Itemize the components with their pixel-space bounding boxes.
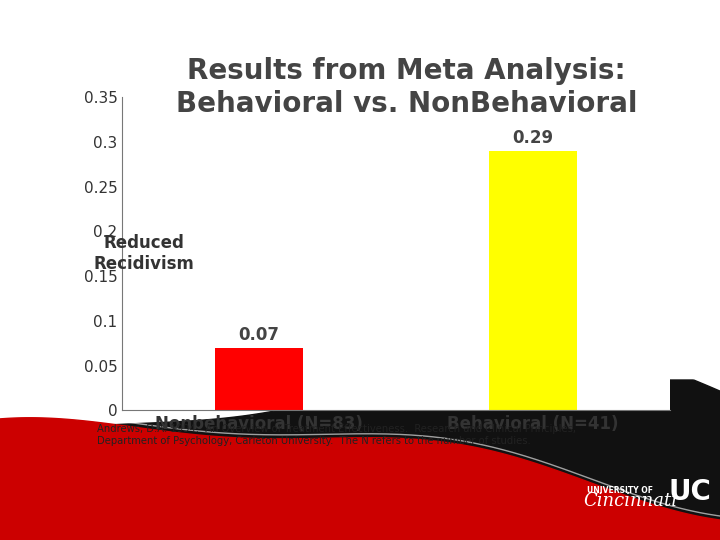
Bar bbox=[489, 151, 577, 410]
Polygon shape bbox=[0, 380, 720, 540]
Text: 0.07: 0.07 bbox=[239, 326, 279, 344]
Text: Reduced
Recidivism: Reduced Recidivism bbox=[94, 234, 194, 273]
Text: UNIVERSITY OF: UNIVERSITY OF bbox=[587, 486, 653, 495]
Text: UC: UC bbox=[669, 478, 711, 506]
Text: Results from Meta Analysis:
Behavioral vs. NonBehavioral: Results from Meta Analysis: Behavioral v… bbox=[176, 57, 637, 118]
Text: Andrews, D.A. 1994.  An Overview of Treatment Effectiveness.  Research and Clini: Andrews, D.A. 1994. An Overview of Treat… bbox=[97, 424, 576, 446]
Text: 0.29: 0.29 bbox=[512, 129, 554, 147]
Text: Cincinnati: Cincinnati bbox=[583, 492, 677, 510]
Polygon shape bbox=[0, 418, 720, 540]
Bar bbox=[215, 348, 303, 410]
